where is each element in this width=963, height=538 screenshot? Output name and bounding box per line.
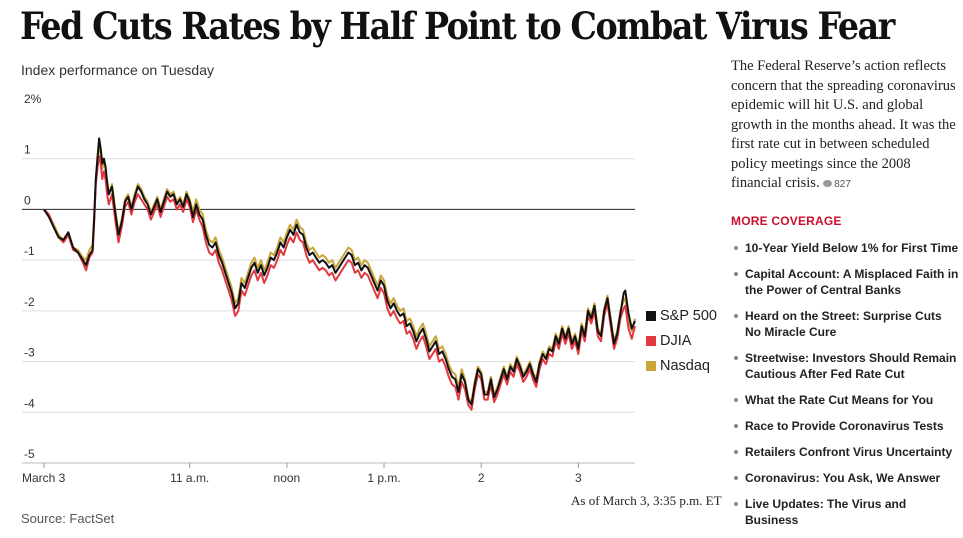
legend-swatch-djia xyxy=(646,336,656,346)
bullet-icon xyxy=(734,272,738,276)
bullet-icon xyxy=(734,246,738,250)
y-tick-label: -3 xyxy=(24,346,35,360)
legend-label-nasdaq: Nasdaq xyxy=(660,358,710,374)
chart-source: Source: FactSet xyxy=(21,511,115,526)
bullet-icon xyxy=(734,398,738,402)
comment-count-link[interactable]: 827 xyxy=(823,179,851,190)
x-tick-label: 2 xyxy=(478,471,485,485)
x-tick-label: noon xyxy=(274,471,301,485)
y-tick-label: 0 xyxy=(24,193,31,207)
more-coverage-heading: MORE COVERAGE xyxy=(731,214,842,228)
coverage-link[interactable]: Coronavirus: You Ask, We Answer xyxy=(731,470,961,486)
legend-item-sp500: S&P 500 xyxy=(646,308,717,324)
chart-subtitle: Index performance on Tuesday xyxy=(21,62,215,78)
bullet-icon xyxy=(734,314,738,318)
coverage-link[interactable]: What the Rate Cut Means for You xyxy=(731,392,961,408)
x-axis-ticks: March 3 11 a.m. noon 1 p.m. 2 3 xyxy=(22,463,582,485)
legend-swatch-nasdaq xyxy=(646,361,656,371)
coverage-link[interactable]: Live Updates: The Virus and Business xyxy=(731,496,961,528)
bullet-icon xyxy=(734,356,738,360)
series-line-sp500 xyxy=(43,137,636,406)
y-tick-label: -1 xyxy=(24,244,35,258)
y-tick-label: -2 xyxy=(24,295,35,309)
coverage-link[interactable]: Capital Account: A Misplaced Faith in th… xyxy=(731,266,961,298)
x-tick-label: 11 a.m. xyxy=(170,471,209,485)
bullet-icon xyxy=(734,424,738,428)
x-tick-label: 3 xyxy=(575,471,582,485)
speech-bubble-icon xyxy=(823,180,833,187)
more-coverage-list: 10-Year Yield Below 1% for First Time Ca… xyxy=(731,240,961,538)
y-tick-label: -4 xyxy=(24,396,35,410)
y-tick-label: 1 xyxy=(24,143,31,157)
legend-item-djia: DJIA xyxy=(646,333,691,349)
as-of-timestamp: As of March 3, 3:35 p.m. ET xyxy=(571,493,722,508)
legend-swatch-sp500 xyxy=(646,311,656,321)
headline: Fed Cuts Rates by Half Point to Combat V… xyxy=(20,4,895,48)
summary-text: The Federal Reserve’s action reflects co… xyxy=(731,58,956,191)
x-tick-label: 1 p.m. xyxy=(367,471,400,485)
chart-grid xyxy=(22,158,635,464)
legend-label-djia: DJIA xyxy=(660,333,692,349)
y-tick-label: -5 xyxy=(24,447,35,461)
series-line-djia xyxy=(43,155,636,411)
y-tick-label: 2% xyxy=(24,92,42,106)
y-axis-ticks: 2% 1 0 -1 -2 -3 -4 -5 xyxy=(24,92,42,461)
chart-series xyxy=(43,137,636,411)
comment-count: 827 xyxy=(834,179,851,190)
coverage-link[interactable]: Heard on the Street: Surprise Cuts No Mi… xyxy=(731,308,961,340)
legend-label-sp500: S&P 500 xyxy=(660,308,717,324)
bullet-icon xyxy=(734,450,738,454)
bullet-icon xyxy=(734,502,738,506)
coverage-link[interactable]: Retailers Confront Virus Uncertainty xyxy=(731,444,961,460)
bullet-icon xyxy=(734,476,738,480)
x-tick-label: March 3 xyxy=(22,471,66,485)
article-summary: The Federal Reserve’s action reflects co… xyxy=(731,57,961,195)
coverage-link[interactable]: Streetwise: Investors Should Remain Caut… xyxy=(731,350,961,382)
coverage-link[interactable]: Race to Provide Coronavirus Tests xyxy=(731,418,961,434)
coverage-link[interactable]: 10-Year Yield Below 1% for First Time xyxy=(731,240,961,256)
legend-item-nasdaq: Nasdaq xyxy=(646,358,710,374)
